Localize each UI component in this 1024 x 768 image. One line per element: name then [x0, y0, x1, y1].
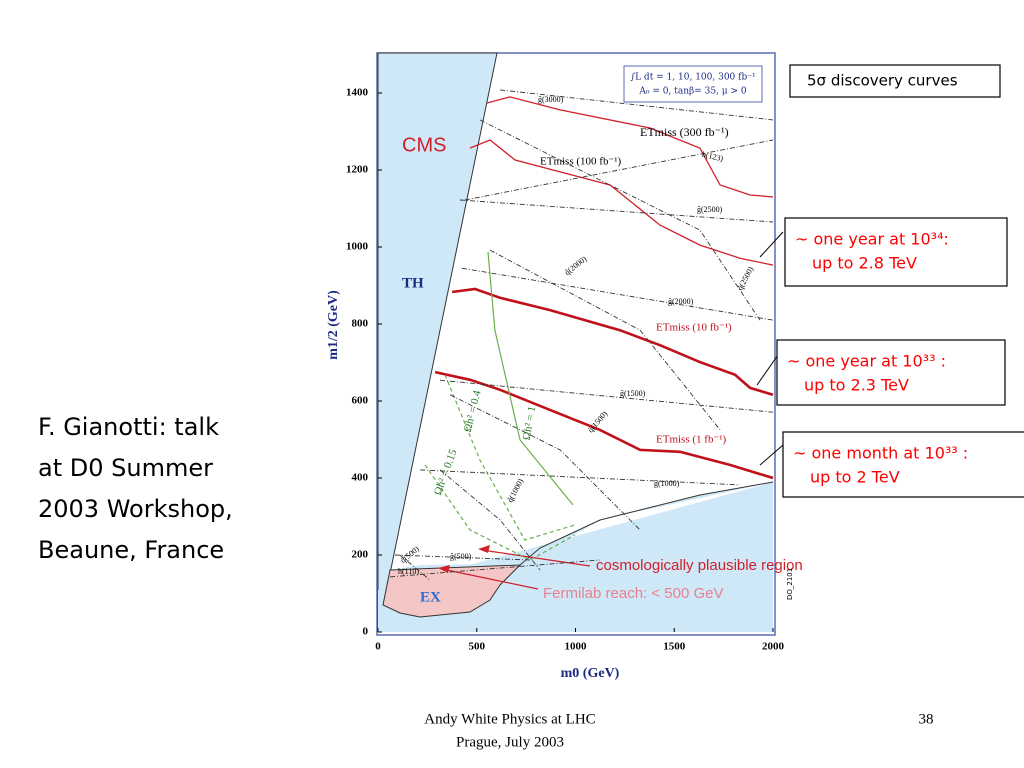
side-line: at D0 Summer	[38, 454, 213, 482]
curve	[486, 96, 774, 198]
curve-label: h(110)	[398, 567, 419, 576]
param-text: ∫L dt = 1, 10, 100, 300 fb⁻¹	[630, 73, 755, 83]
callout-text: up to 2.3 TeV	[804, 376, 909, 395]
ex-label: EX	[420, 589, 441, 605]
x-tick-label: 500	[469, 641, 486, 653]
arrow-head	[478, 545, 490, 553]
y-axis-label: m1/2 (GeV)	[326, 290, 341, 360]
dashed-curve	[459, 199, 774, 223]
side-line: Beaune, France	[38, 536, 224, 564]
callout-text: 5σ discovery curves	[807, 72, 958, 90]
curve-label: ETmiss (300 fb⁻¹)	[640, 125, 729, 139]
callout-box	[776, 339, 1006, 406]
footer-text: Prague, July 2003	[456, 734, 564, 750]
callout-text: ~ one month at 10³³ :	[793, 444, 968, 463]
curve-label: g̃(2000)	[668, 297, 694, 306]
fermilab-label: Fermilab reach: < 500 GeV	[543, 585, 724, 602]
dashed-curve	[500, 89, 774, 121]
param-text: A₀ = 0, tanβ= 35, μ > 0	[638, 87, 746, 97]
side-line: F. Gianotti: talk	[38, 413, 219, 441]
y-tick-label: 1400	[346, 87, 369, 99]
dashed-curve	[461, 267, 774, 321]
callout-box	[784, 217, 1008, 287]
curve-label: ETmiss (1 fb⁻¹)	[656, 434, 727, 446]
footer-text: Andy White Physics at LHC	[424, 711, 595, 727]
x-tick-label: 0	[375, 641, 381, 653]
curve-label: g̃(1500)	[620, 389, 646, 398]
arrow	[759, 444, 784, 466]
arrow	[756, 354, 779, 386]
y-tick-label: 0	[363, 626, 369, 638]
callout-text: up to 2 TeV	[810, 468, 900, 487]
dashed-curve	[449, 394, 641, 531]
x-tick-label: 2000	[762, 641, 785, 653]
th-region	[377, 52, 498, 633]
curve-label: ETmiss (10 fb⁻¹)	[656, 322, 732, 334]
param-box	[623, 65, 763, 103]
side-text: F. Gianotti: talk at D0 Summer 2003 Work…	[38, 413, 233, 564]
y-tick-label: 1200	[346, 164, 369, 176]
dashed-curve	[394, 554, 531, 561]
callout-text: up to 2.8 TeV	[812, 254, 917, 273]
callout-box	[789, 64, 1001, 98]
y-tick-label: 600	[352, 395, 369, 407]
dashed-curve	[420, 469, 741, 486]
dashed-curve	[464, 139, 774, 201]
curve-label: g̃(3000)	[538, 95, 564, 104]
x-tick-label: 1500	[663, 641, 686, 653]
curve	[434, 370, 774, 480]
curve-label: g̃(1000)	[654, 479, 680, 488]
curve-label: h(123)	[701, 150, 724, 163]
callout-text: ~ one year at 10³⁴:	[795, 230, 949, 249]
dashed-curve	[479, 119, 761, 321]
arrow-head	[438, 565, 450, 573]
y-tick-label: 200	[352, 549, 369, 561]
dashed-curve	[439, 379, 774, 413]
dashed-curve	[444, 374, 576, 541]
y-tick-label: 1000	[346, 241, 369, 253]
boundary	[519, 481, 774, 566]
x-tick-label: 1000	[565, 641, 588, 653]
dashed-curve	[424, 464, 576, 561]
dashed-curve	[489, 249, 721, 431]
arrow	[759, 231, 784, 258]
y-tick-label: 800	[352, 318, 369, 330]
figure-id: DO_2101	[786, 568, 794, 600]
curve-label: ETmiss (100 fb⁻¹)	[540, 156, 622, 168]
curve-label: g̃(500)	[450, 552, 472, 561]
side-line: 2003 Workshop,	[38, 495, 233, 523]
curve	[469, 139, 774, 266]
callout-box	[782, 431, 1024, 498]
arrow	[441, 568, 539, 590]
curve-label: g̃(2500)	[697, 205, 723, 214]
y-tick-label: 400	[352, 472, 369, 484]
curve	[451, 287, 774, 397]
callout-text: ~ one year at 10³³ :	[787, 352, 946, 371]
cms-label: CMS	[402, 134, 446, 156]
dashed-curve	[399, 554, 431, 581]
cosmology-label: cosmologically plausible region	[596, 557, 803, 574]
dashed-curve	[439, 469, 541, 571]
page-number: 38	[919, 711, 934, 727]
x-axis-label: m0 (GeV)	[561, 666, 620, 681]
arrow	[481, 549, 591, 567]
curve	[487, 251, 574, 506]
th-label: TH	[402, 275, 424, 291]
